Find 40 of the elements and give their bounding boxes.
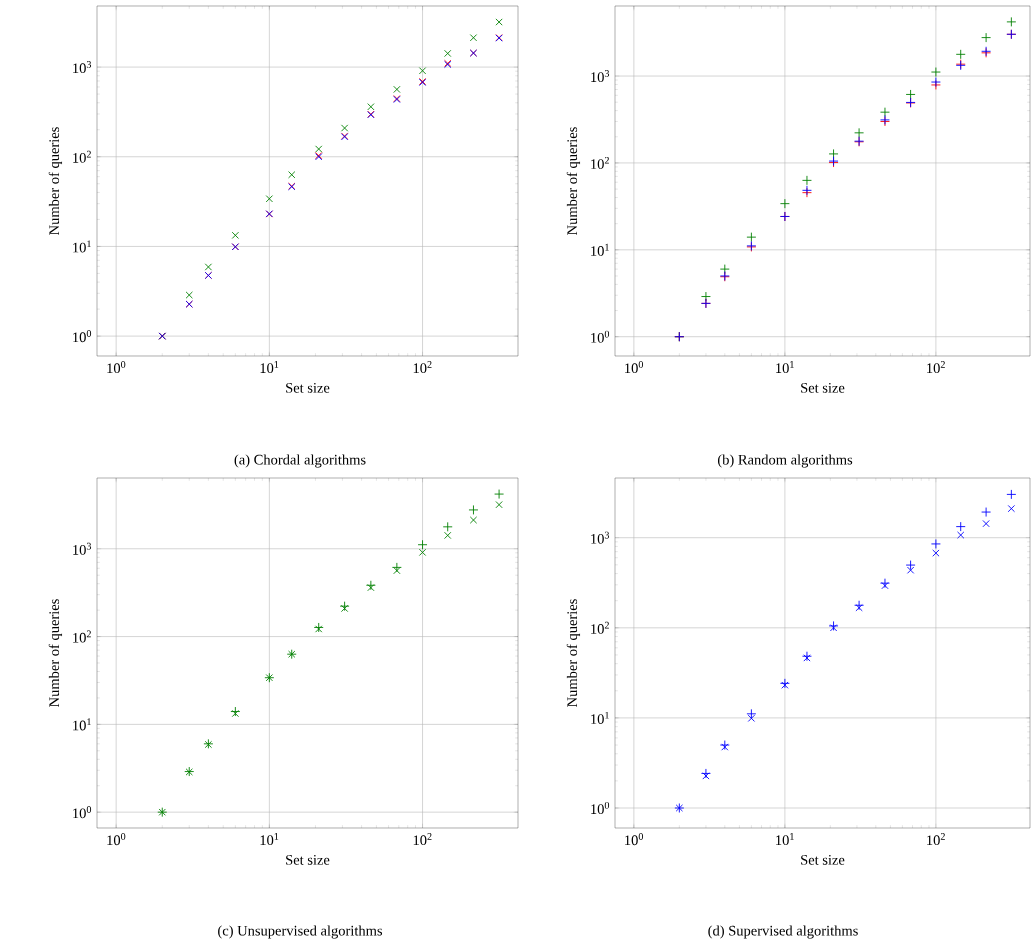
y-tick-label: 10$^{2}$ bbox=[73, 150, 91, 163]
text: (b) Random algorithms bbox=[717, 454, 853, 468]
y-axis-title: Number of queries bbox=[566, 127, 581, 235]
x-axis-title: Set size bbox=[801, 383, 845, 393]
y-tick-label: 10$^{0}$ bbox=[591, 801, 610, 815]
y-tick-label: 10$^{0}$ bbox=[73, 806, 92, 819]
y-tick-label: 10$^{1}$ bbox=[73, 718, 91, 731]
text: (d) Supervised algorithms bbox=[708, 925, 858, 939]
x-axis-title: Set size bbox=[286, 855, 330, 865]
x-axis-title: Set size bbox=[801, 855, 845, 865]
y-tick-label: 10$^{2}$ bbox=[73, 630, 91, 643]
x-tick-label: 10$^{1}$ bbox=[260, 361, 279, 374]
x-tick-label: 10$^{0}$ bbox=[625, 833, 644, 846]
x-axis-title: Set size bbox=[286, 383, 330, 393]
x-tick-label: 10$^{2}$ bbox=[927, 833, 945, 846]
y-tick-label: 10$^{3}$ bbox=[591, 70, 610, 83]
x-tick-label: 10$^{2}$ bbox=[927, 361, 945, 374]
x-tick-label: 10$^{2}$ bbox=[413, 833, 432, 846]
y-tick-label: 10$^{2}$ bbox=[591, 621, 609, 634]
y-tick-label: 10$^{2}$ bbox=[591, 156, 609, 169]
y-axis-title: Number of queries bbox=[566, 599, 581, 707]
y-tick-label: 10$^{1}$ bbox=[73, 240, 91, 253]
x-tick-label: 10$^{0}$ bbox=[107, 361, 126, 374]
x-tick-label: 10$^{1}$ bbox=[776, 361, 794, 374]
y-tick-label: 10$^{0}$ bbox=[591, 330, 610, 343]
x-tick-label: 10$^{2}$ bbox=[413, 361, 432, 374]
y-tick-label: 10$^{3}$ bbox=[73, 61, 92, 74]
y-tick-label: 10$^{1}$ bbox=[591, 711, 609, 724]
x-tick-label: 10$^{0}$ bbox=[107, 833, 126, 846]
y-tick-label: 10$^{3}$ bbox=[591, 531, 610, 544]
text: (a) Chordal algorithms bbox=[234, 454, 366, 468]
x-tick-label: 10$^{0}$ bbox=[625, 361, 644, 374]
y-axis-title: Number of queries bbox=[48, 127, 63, 235]
y-tick-label: 10$^{1}$ bbox=[591, 243, 609, 256]
x-tick-label: 10$^{1}$ bbox=[776, 833, 794, 846]
y-axis-title: Number of queries bbox=[48, 599, 63, 707]
y-tick-label: 10$^{3}$ bbox=[73, 542, 92, 555]
y-tick-label: 10$^{0}$ bbox=[73, 330, 92, 343]
x-tick-label: 10$^{1}$ bbox=[260, 833, 279, 846]
text: (c) Unsupervised algorithms bbox=[218, 925, 383, 939]
